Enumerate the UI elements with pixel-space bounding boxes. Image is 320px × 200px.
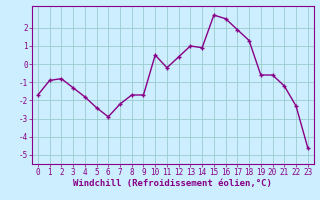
X-axis label: Windchill (Refroidissement éolien,°C): Windchill (Refroidissement éolien,°C) <box>73 179 272 188</box>
